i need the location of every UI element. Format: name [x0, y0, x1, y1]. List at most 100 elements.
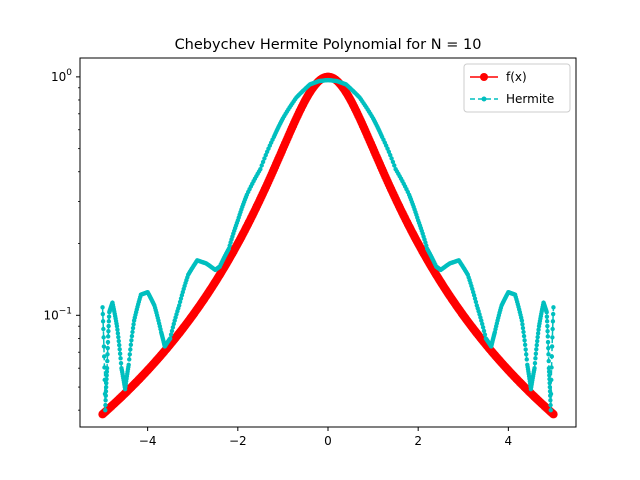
data-point [549, 354, 555, 359]
data-point [259, 163, 264, 168]
data-point [546, 369, 552, 374]
data-point [520, 322, 525, 327]
data-point [101, 344, 107, 349]
legend-label: f(x) [506, 70, 527, 84]
data-point [103, 398, 108, 403]
data-point [114, 324, 120, 329]
chart-title: Chebychev Hermite Polynomial for N = 10 [175, 37, 482, 53]
data-point [103, 389, 109, 394]
data-point [170, 325, 176, 330]
data-point [104, 373, 109, 378]
data-point [536, 327, 541, 332]
data-point [545, 334, 551, 339]
data-point [130, 329, 135, 335]
data-point [106, 314, 112, 319]
data-point [519, 318, 525, 323]
data-point [262, 156, 267, 161]
data-point [546, 352, 551, 357]
data-point [523, 347, 528, 352]
ticks-layer: −4 −2 0 2 4 10−1 100 [43, 68, 512, 448]
data-point [101, 326, 106, 332]
data-point [131, 322, 136, 327]
data-point [548, 391, 554, 397]
data-point [258, 167, 263, 172]
y-tick-label: 10−1 [43, 306, 72, 322]
data-point [535, 331, 541, 336]
data-point [106, 328, 111, 334]
data-point [106, 319, 112, 324]
data-point [103, 407, 108, 413]
data-point [117, 342, 122, 348]
data-point [551, 305, 556, 310]
data-point [168, 332, 174, 337]
data-point [128, 347, 133, 352]
data-point [521, 329, 526, 335]
data-point [100, 305, 105, 310]
data-point [480, 325, 486, 330]
data-point [544, 310, 549, 315]
data-point [177, 299, 183, 305]
data-point [103, 402, 108, 408]
data-point [550, 326, 555, 332]
data-point [522, 338, 527, 343]
data-point [104, 369, 110, 374]
data-point [117, 347, 122, 352]
x-tick-label: −2 [229, 434, 247, 448]
data-point [472, 296, 478, 301]
data-point [115, 327, 120, 332]
data-point [524, 352, 529, 357]
data-point [169, 328, 175, 334]
data-point [118, 360, 124, 366]
data-point [128, 342, 134, 348]
data-point [101, 335, 106, 340]
data-point [522, 342, 528, 348]
data-point [105, 358, 110, 364]
data-point [105, 352, 110, 357]
data-point [532, 360, 538, 366]
data-point [116, 338, 121, 344]
series-layer [98, 72, 558, 419]
data-point [100, 311, 106, 317]
data-point [524, 357, 529, 362]
data-point [535, 338, 540, 344]
data-point [116, 334, 121, 340]
data-point [106, 323, 111, 329]
data-point [544, 314, 550, 319]
data-point [480, 321, 485, 327]
legend-marker [481, 96, 487, 102]
data-point [260, 159, 266, 165]
legend: f(x) Hermite [463, 63, 571, 113]
data-point [533, 356, 538, 361]
y-tick-label: 100 [51, 68, 72, 84]
data-point [545, 323, 550, 329]
data-point [481, 328, 487, 334]
data-point [129, 333, 135, 339]
data-point [390, 159, 396, 165]
x-tick-label: 0 [324, 434, 332, 448]
data-point [127, 352, 132, 357]
data-point [130, 325, 136, 331]
data-point [101, 354, 107, 359]
data-point [177, 303, 182, 308]
data-point [117, 351, 123, 356]
data-point [115, 331, 121, 336]
data-point [534, 347, 539, 352]
series-hermite [100, 77, 556, 413]
data-point [388, 152, 393, 158]
data-point [546, 345, 551, 351]
data-point [548, 402, 553, 408]
data-point [547, 373, 552, 378]
data-point [167, 336, 173, 341]
data-point [532, 365, 537, 371]
data-point [171, 321, 176, 327]
data-point [104, 380, 109, 386]
data-point [548, 398, 553, 403]
data-point [105, 345, 110, 351]
data-point [100, 319, 106, 324]
data-point [127, 357, 132, 362]
data-point [479, 318, 484, 323]
data-point [473, 299, 479, 305]
data-point [547, 384, 553, 390]
data-point [548, 407, 553, 413]
